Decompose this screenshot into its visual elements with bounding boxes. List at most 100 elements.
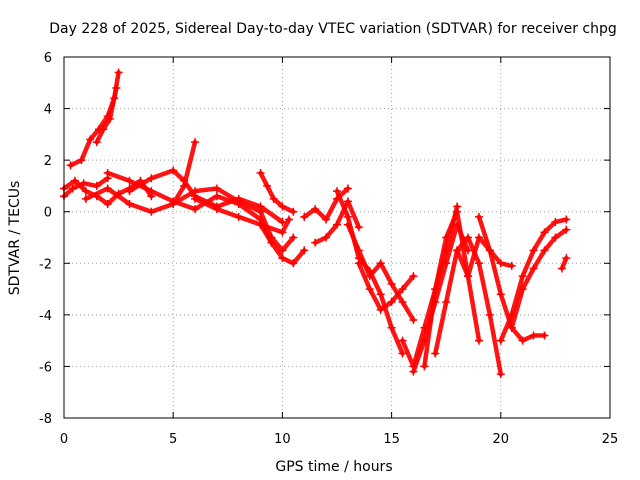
data-point-marker xyxy=(343,220,352,229)
data-point-marker xyxy=(191,205,200,214)
data-point-marker xyxy=(551,218,560,227)
y-tick-label: 2 xyxy=(44,154,52,169)
data-point-marker xyxy=(529,246,538,255)
data-point-marker xyxy=(234,197,243,206)
data-point-marker xyxy=(147,207,156,216)
series-arc-03 xyxy=(94,85,119,145)
data-point-marker xyxy=(81,194,90,203)
y-tick-label: -4 xyxy=(39,309,52,324)
series-arc-24 xyxy=(509,227,569,331)
series-arc-06 xyxy=(105,170,274,245)
data-point-marker xyxy=(464,233,473,242)
data-point-marker xyxy=(474,336,483,345)
x-axis-label: GPS time / hours xyxy=(275,459,392,475)
data-point-marker xyxy=(169,166,178,175)
data-point-marker xyxy=(289,207,298,216)
data-point-marker xyxy=(125,187,134,196)
data-point-marker xyxy=(234,212,243,221)
data-point-marker xyxy=(562,254,571,263)
x-tick-label: 5 xyxy=(169,432,177,447)
data-point-marker xyxy=(333,187,341,196)
x-tick-label: 0 xyxy=(60,432,68,447)
data-point-marker xyxy=(343,197,352,206)
data-point-marker xyxy=(420,362,429,371)
data-point-marker xyxy=(557,264,566,273)
series-arc-19 xyxy=(422,209,482,369)
data-point-marker xyxy=(269,194,278,203)
y-tick-label: 4 xyxy=(44,103,52,118)
y-tick-label: -6 xyxy=(39,360,52,375)
series-arc-16 xyxy=(356,261,416,312)
y-tick-label: 6 xyxy=(44,51,52,66)
data-point-marker xyxy=(453,246,462,255)
data-point-marker xyxy=(398,336,407,345)
data-point-marker xyxy=(125,176,134,185)
data-point-marker xyxy=(529,331,538,340)
data-point-marker xyxy=(518,272,527,281)
y-tick-label: 0 xyxy=(44,206,52,221)
axis-ticks: 0 5 10 15 20 25 -8 -6 -4 -2 0 2 4 6 xyxy=(39,51,618,447)
data-point-marker xyxy=(147,174,156,183)
chart-title: Day 228 of 2025, Sidereal Day-to-day VTE… xyxy=(49,21,617,37)
data-point-marker xyxy=(507,323,516,332)
data-point-marker xyxy=(169,199,178,208)
data-point-marker xyxy=(387,297,396,306)
data-point-marker xyxy=(431,285,440,294)
data-point-marker xyxy=(518,285,527,294)
data-point-marker xyxy=(409,316,418,325)
data-point-marker xyxy=(103,184,112,193)
data-point-marker xyxy=(278,218,287,227)
data-point-marker xyxy=(409,367,418,376)
data-point-marker xyxy=(387,323,396,332)
series-arc-09 xyxy=(192,196,292,235)
data-point-marker xyxy=(278,202,287,211)
data-point-marker xyxy=(77,156,86,165)
data-point-marker xyxy=(529,264,538,273)
data-point-marker xyxy=(496,290,505,299)
data-point-marker xyxy=(354,246,363,255)
data-point-marker xyxy=(256,207,265,216)
data-point-marker xyxy=(343,184,352,193)
data-point-marker xyxy=(387,279,396,288)
data-point-marker xyxy=(474,212,483,221)
data-point-marker xyxy=(191,138,200,147)
data-point-marker xyxy=(540,228,549,237)
data-point-marker xyxy=(311,205,320,214)
data-point-marker xyxy=(311,238,320,247)
y-axis-label: SDTVAR / TECUs xyxy=(7,181,23,296)
data-point-marker xyxy=(398,297,407,306)
data-point-marker xyxy=(278,254,287,263)
data-point-marker xyxy=(289,233,298,242)
data-point-marker xyxy=(300,212,309,221)
data-point-marker xyxy=(485,246,494,255)
data-point-marker xyxy=(191,194,200,203)
data-point-marker xyxy=(333,220,341,229)
data-point-marker xyxy=(212,184,221,193)
data-point-marker xyxy=(147,187,156,196)
data-point-marker xyxy=(289,259,298,268)
data-point-marker xyxy=(365,272,374,281)
data-point-marker xyxy=(103,199,112,208)
data-point-marker xyxy=(474,233,483,242)
data-point-marker xyxy=(376,259,385,268)
data-point-marker xyxy=(507,261,516,270)
data-point-marker xyxy=(86,135,95,144)
data-point-marker xyxy=(322,233,331,242)
data-point-marker xyxy=(398,285,407,294)
data-point-marker xyxy=(409,272,418,281)
data-point-marker xyxy=(278,246,287,255)
data-point-marker xyxy=(212,192,221,201)
data-point-marker xyxy=(376,290,385,299)
data-point-marker xyxy=(496,259,505,268)
data-point-marker xyxy=(92,181,101,190)
data-point-marker xyxy=(365,285,374,294)
grid-lines xyxy=(64,57,610,418)
data-point-marker xyxy=(485,310,494,319)
data-point-marker xyxy=(300,246,309,255)
data-point-marker xyxy=(343,212,352,221)
data-point-marker xyxy=(92,138,101,147)
x-tick-label: 25 xyxy=(602,432,619,447)
data-point-marker xyxy=(474,259,483,268)
data-point-marker xyxy=(398,349,407,358)
